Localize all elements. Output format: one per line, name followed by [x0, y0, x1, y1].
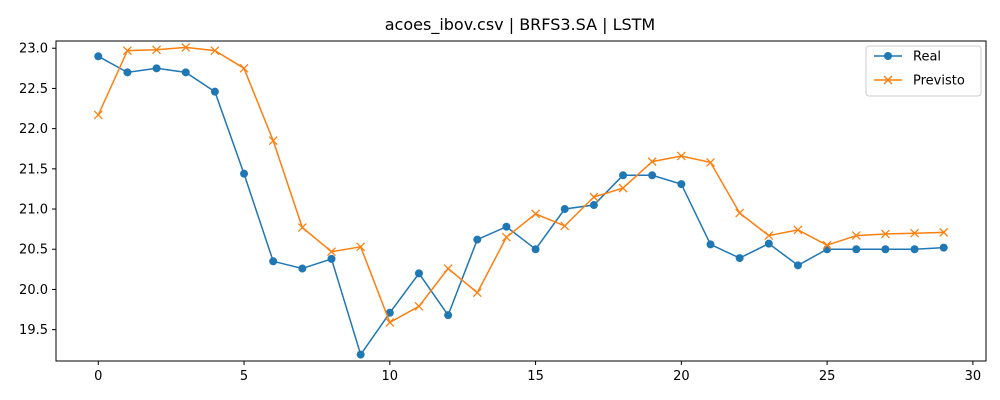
- x-tick-label: 20: [673, 369, 690, 384]
- data-point-real: [648, 171, 657, 180]
- data-point-previsto: [647, 157, 657, 167]
- data-point-real: [473, 235, 482, 244]
- data-point-previsto: [822, 240, 832, 250]
- data-point-real: [764, 239, 773, 248]
- data-point-previsto: [472, 288, 482, 298]
- data-point-real: [589, 201, 598, 210]
- x-tick-label: 10: [382, 369, 399, 384]
- data-point-real: [910, 245, 919, 254]
- data-point-real: [298, 264, 307, 273]
- legend-previsto-marker: [883, 75, 893, 85]
- y-tick-label: 23.0: [19, 42, 48, 57]
- data-point-real: [939, 243, 948, 252]
- data-point-real: [793, 261, 802, 270]
- plot-frame: [55, 40, 987, 362]
- y-axis: 19.5 20.0 20.5 21.0 21.5 22.0 22.5 23.0: [19, 42, 56, 338]
- x-tick-label: 25: [819, 369, 836, 384]
- data-point-previsto: [152, 45, 162, 55]
- data-point-previsto: [910, 228, 920, 238]
- data-point-previsto: [560, 221, 570, 231]
- data-point-previsto: [764, 231, 774, 241]
- data-point-previsto: [239, 63, 249, 73]
- data-point-previsto: [297, 223, 307, 232]
- legend-real-marker: [884, 52, 892, 60]
- series-line-real: [97, 55, 944, 357]
- data-point-previsto: [268, 136, 278, 146]
- y-tick-label: 22.5: [19, 82, 48, 97]
- data-point-previsto: [589, 192, 599, 202]
- data-point-previsto: [880, 229, 890, 239]
- data-point-previsto: [501, 232, 511, 242]
- data-point-real: [881, 245, 890, 254]
- x-tick-label: 0: [94, 369, 102, 384]
- y-tick-label: 20.0: [19, 283, 48, 298]
- data-point-real: [414, 269, 423, 278]
- data-point-previsto: [210, 46, 220, 56]
- chart-title: acoes_ibov.csv | BRFS3.SA | LSTM: [385, 15, 655, 35]
- y-tick-label: 21.5: [19, 162, 48, 177]
- data-point-real: [123, 68, 132, 77]
- legend-box: [865, 45, 982, 97]
- data-point-real: [181, 68, 190, 77]
- legend-previsto-label: Previsto: [913, 74, 965, 89]
- data-point-real: [444, 311, 453, 320]
- data-point-real: [823, 245, 832, 254]
- data-point-previsto: [93, 110, 103, 120]
- data-point-real: [94, 52, 103, 61]
- data-point-previsto: [531, 209, 541, 219]
- y-tick-label: 22.0: [19, 122, 48, 137]
- data-point-real: [677, 180, 686, 189]
- data-point-real: [502, 222, 511, 231]
- data-point-previsto: [851, 231, 861, 241]
- data-point-previsto: [385, 317, 395, 327]
- data-point-previsto: [735, 208, 745, 218]
- data-point-previsto: [793, 225, 803, 235]
- legend: Real Previsto: [865, 45, 982, 97]
- y-tick-label: 19.5: [19, 323, 48, 338]
- series-layer: [93, 42, 949, 359]
- data-point-previsto: [939, 227, 949, 237]
- data-point-previsto: [618, 183, 628, 193]
- data-point-real: [619, 171, 628, 180]
- data-point-real: [560, 205, 569, 214]
- data-point-real: [240, 169, 249, 178]
- x-tick-label: 5: [240, 369, 248, 384]
- y-tick-label: 21.0: [19, 203, 48, 218]
- y-tick-label: 20.5: [19, 243, 48, 258]
- data-point-previsto: [414, 301, 424, 311]
- legend-real-label: Real: [913, 50, 941, 65]
- series-line-previsto: [97, 46, 944, 324]
- x-tick-label: 30: [965, 369, 982, 384]
- data-point-previsto: [676, 151, 686, 161]
- data-point-real: [385, 308, 394, 317]
- data-point-real: [852, 245, 861, 254]
- data-point-previsto: [181, 42, 191, 52]
- data-point-previsto: [706, 157, 715, 167]
- data-point-previsto: [443, 264, 453, 273]
- data-point-real: [269, 257, 278, 266]
- data-point-real: [210, 87, 219, 96]
- x-tick-label: 15: [527, 369, 544, 384]
- data-point-real: [327, 254, 336, 263]
- data-point-previsto: [327, 247, 336, 257]
- x-axis: 0 5 10 15 20 25 30: [94, 361, 981, 384]
- data-point-real: [735, 254, 744, 263]
- data-point-previsto: [356, 242, 366, 252]
- data-point-real: [531, 245, 540, 254]
- data-point-real: [356, 350, 365, 359]
- data-point-real: [706, 240, 715, 249]
- data-point-real: [152, 64, 161, 73]
- data-point-previsto: [122, 46, 132, 56]
